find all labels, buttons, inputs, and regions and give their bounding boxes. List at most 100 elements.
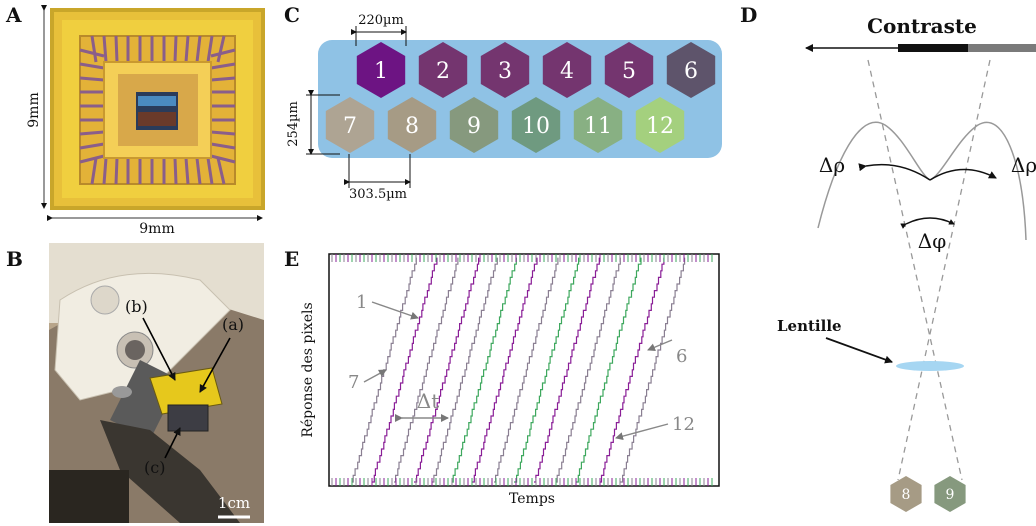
- pixel-hex-label: 12: [646, 114, 674, 139]
- pixel-hex: 1: [356, 42, 406, 98]
- pixel-hex: 6: [666, 42, 716, 98]
- contrast-title: Contraste: [867, 14, 977, 38]
- lens-arrow: [825, 337, 893, 364]
- pixel-hex-shape: [542, 42, 592, 98]
- pixel-hex: 12: [635, 97, 685, 153]
- trace-label-7: 7: [348, 372, 359, 393]
- pixel-hex-label: 2: [436, 59, 450, 84]
- pixel-hex-label: 6: [684, 59, 698, 84]
- pixel-hex-shape: [573, 97, 623, 153]
- pixel-trace: [600, 257, 665, 483]
- pixel-trace: [452, 257, 517, 483]
- trace-label-12: 12: [672, 414, 695, 435]
- pixel-hex-shape: [480, 42, 530, 98]
- pixel-trace: [514, 257, 580, 483]
- pixel-hex: 7: [325, 97, 375, 153]
- pixel-hex-label: 4: [560, 59, 574, 84]
- pixel-hex-label: 9: [467, 114, 481, 139]
- lens: [896, 361, 964, 371]
- pixel-hex-label: 9: [946, 487, 955, 503]
- pixel-hex-shape: [890, 476, 922, 512]
- pixel-hex-shape: [418, 42, 468, 98]
- photo-label-a: (a): [222, 315, 244, 334]
- pixel-hex-shape: [604, 42, 654, 98]
- trace-arrow-12: [615, 423, 669, 441]
- ylabel: Réponse des pixels: [300, 302, 316, 437]
- pixel-hex-label: 5: [622, 59, 636, 84]
- pixel-trace: [494, 257, 559, 483]
- pixel-hex-label: 10: [522, 114, 550, 139]
- trace-label-1: 1: [356, 292, 367, 313]
- pixel-hex-label: 11: [584, 114, 612, 139]
- pixel-hex-shape: [387, 97, 437, 153]
- phi-arrow: [900, 217, 955, 229]
- trace-label-6: 6: [676, 346, 687, 367]
- chip-leads: [79, 35, 236, 185]
- panel-letter-a: A: [5, 3, 22, 27]
- pitch-label: 303.5µm: [349, 187, 407, 202]
- arrow-b: [142, 317, 176, 381]
- pixel-hex-label: 1: [374, 59, 388, 84]
- pixel-hex-shape: [666, 42, 716, 98]
- pixel-hex-label: 3: [498, 59, 512, 84]
- pixel-trace: [414, 257, 480, 483]
- robot-photo: [49, 243, 264, 523]
- pixel-hex: 8: [890, 476, 922, 512]
- pixel-row-bottom: 7 8 9 10 11 12: [325, 97, 685, 153]
- pixel-hex: 5: [604, 42, 654, 98]
- pixel-hex: 9: [934, 476, 966, 512]
- pixel-hex-label: 8: [902, 487, 911, 503]
- trace-arrow-1: [371, 301, 419, 320]
- pixel-hex-shape: [934, 476, 966, 512]
- chip-photo: [50, 8, 265, 210]
- pixel-trace: [620, 257, 686, 483]
- pixel-response-traces: [331, 254, 713, 486]
- pixel-trace: [432, 257, 498, 483]
- pixel-hex-label: 7: [343, 114, 357, 139]
- xlabel: Temps: [509, 491, 555, 507]
- rho-label-left: Δρ: [819, 153, 845, 177]
- pixel-hex: 4: [542, 42, 592, 98]
- pixel-trace: [534, 257, 600, 483]
- pixel-hex-shape: [356, 42, 406, 98]
- pixel-hex-shape: [325, 97, 375, 153]
- panel-letter-b: B: [6, 247, 23, 271]
- hex-width-label: 220µm: [358, 13, 404, 28]
- pixel-hex: 2: [418, 42, 468, 98]
- rho-arrow-left: [858, 163, 931, 181]
- contrast-bar-light: [968, 44, 1036, 52]
- pixel-hex-shape: [511, 97, 561, 153]
- chip-height-label: 9mm: [26, 92, 42, 127]
- hex-height-label: 254µm: [286, 101, 301, 147]
- pixel-hex: 11: [573, 97, 623, 153]
- photo-label-b: (b): [125, 297, 148, 316]
- pixel-trace: [394, 257, 459, 483]
- panel-letter-d: D: [740, 3, 757, 27]
- lens-label: Lentille: [777, 317, 842, 335]
- arrow-c: [164, 427, 181, 459]
- dt-label: Δt: [417, 389, 439, 413]
- trace-arrow-6: [647, 339, 673, 351]
- chip-width-label: 9mm: [139, 221, 174, 237]
- pixel-trace: [372, 257, 438, 483]
- pixel-hex: 10: [511, 97, 561, 153]
- pixel-hex-shape: [635, 97, 685, 153]
- pixel-trace: [576, 257, 642, 483]
- panel-letter-c: C: [284, 3, 300, 27]
- pixel-hex-label: 8: [405, 114, 419, 139]
- arrow-a: [199, 337, 231, 393]
- contrast-bar-dark: [898, 44, 968, 52]
- optical-axes: [867, 59, 991, 481]
- phi-label: Δφ: [918, 229, 946, 253]
- photo-label-c: (c): [144, 458, 165, 477]
- pixel-trace: [556, 257, 621, 483]
- sensitivity-curves: [817, 121, 1027, 241]
- pixel-trace: [472, 257, 538, 483]
- rho-arrow-right: [929, 168, 997, 181]
- panel-letter-e: E: [284, 247, 299, 271]
- pixel-hex: 3: [480, 42, 530, 98]
- scale-bar-label: 1cm: [218, 494, 250, 512]
- pixel-hex: 8: [387, 97, 437, 153]
